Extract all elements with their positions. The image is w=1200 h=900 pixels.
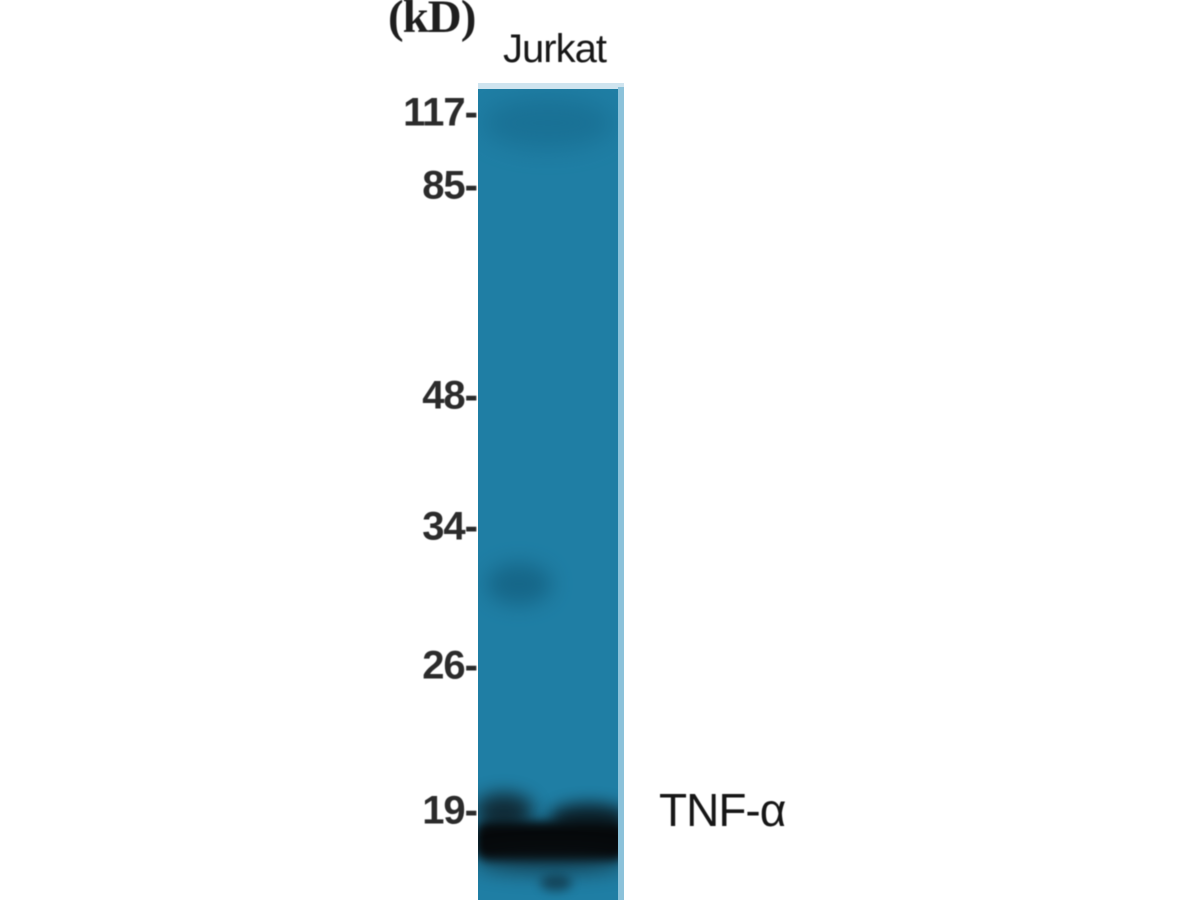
lane-title-jurkat: Jurkat [503, 27, 607, 71]
mw-marker-34: 34- [422, 504, 478, 549]
membrane-texture-top [482, 97, 614, 149]
kd-unit-label: (kD) [388, 0, 476, 43]
faint-background-smudge [486, 563, 552, 605]
membrane-right-edge [618, 87, 624, 900]
mw-marker-85: 85- [422, 163, 478, 208]
mw-marker-19: 19- [422, 788, 478, 833]
mw-marker-48: 48- [422, 373, 478, 418]
mw-marker-117: 117- [403, 90, 478, 135]
protein-band-diffuse-bottom [478, 853, 624, 873]
small-dark-spot [540, 875, 572, 891]
membrane-lane [478, 83, 624, 900]
band-annotation-tnf-alpha: TNF-α [659, 784, 786, 836]
mw-marker-26: 26- [422, 643, 478, 688]
membrane-top-edge [478, 83, 624, 89]
